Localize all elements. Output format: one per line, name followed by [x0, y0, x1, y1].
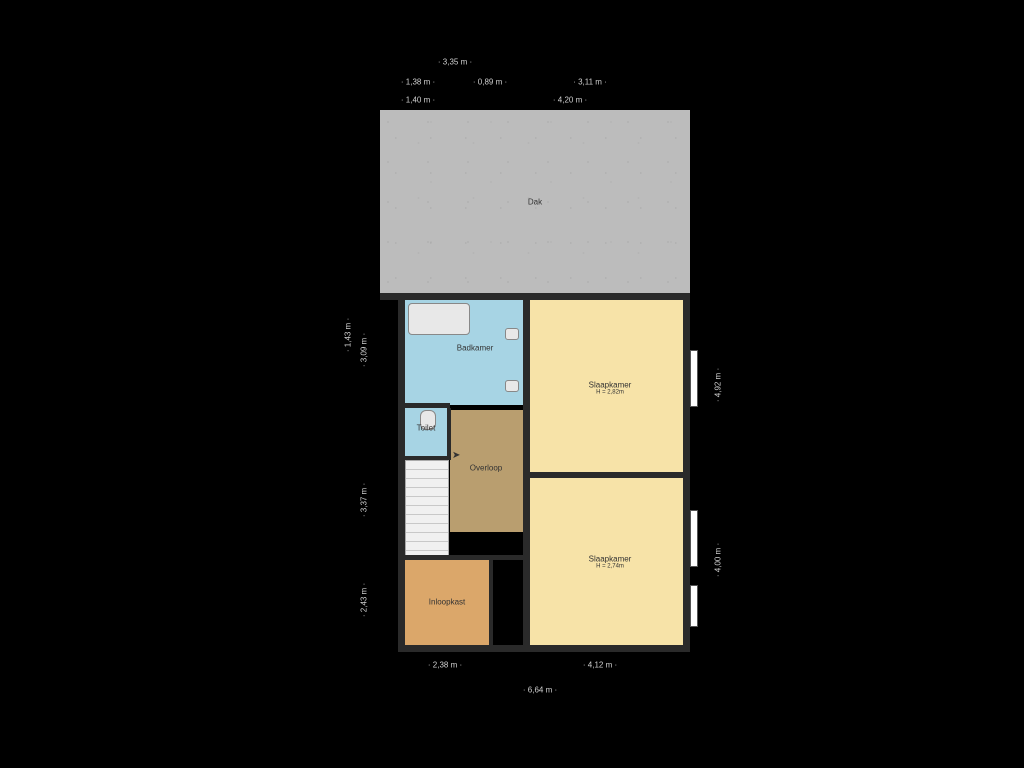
dimension: · 4,92 m · — [714, 368, 723, 402]
window — [690, 350, 698, 407]
label-slaap2: SlaapkamerH = 2,74m — [589, 555, 632, 570]
fixture-sink1 — [505, 328, 519, 340]
fixture-bathtub — [408, 303, 470, 335]
label-badkamer: Badkamer — [457, 344, 493, 353]
dimension: · 3,09 m · — [360, 333, 369, 367]
dimension: · 1,38 m · — [401, 78, 435, 87]
dimension: · 3,37 m · — [360, 483, 369, 517]
stairs — [405, 460, 449, 557]
label-slaap1: SlaapkamerH = 2,82m — [589, 381, 632, 396]
wall — [447, 408, 451, 458]
dimension: · 1,43 m · — [344, 318, 353, 352]
wall — [523, 300, 530, 650]
dimension: · 2,38 m · — [428, 661, 462, 670]
dimension: · 3,11 m · — [573, 78, 607, 87]
wall — [405, 456, 451, 460]
wall — [398, 293, 405, 650]
window — [690, 585, 698, 627]
label-inloopkast: Inloopkast — [429, 598, 465, 607]
dimension: · 1,40 m · — [401, 96, 435, 105]
label-dak: Dak — [528, 198, 542, 207]
label-toilet: Toilet — [417, 424, 436, 433]
wall — [530, 472, 690, 478]
stair-arrow-icon: ➤ — [452, 450, 460, 461]
label-overloop: Overloop — [470, 464, 502, 473]
window — [690, 510, 698, 567]
wall — [398, 403, 450, 408]
dimension: · 0,89 m · — [473, 78, 507, 87]
dimension: · 3,35 m · — [438, 58, 472, 67]
dimension: · 4,00 m · — [714, 543, 723, 577]
dimension: · 6,64 m · — [523, 686, 557, 695]
wall — [380, 293, 690, 300]
dimension: · 2,43 m · — [360, 583, 369, 617]
dimension: · 4,12 m · — [583, 661, 617, 670]
wall — [398, 555, 523, 560]
wall — [489, 560, 493, 645]
fixture-sink2 — [505, 380, 519, 392]
wall — [398, 645, 690, 652]
dimension: · 4,20 m · — [553, 96, 587, 105]
